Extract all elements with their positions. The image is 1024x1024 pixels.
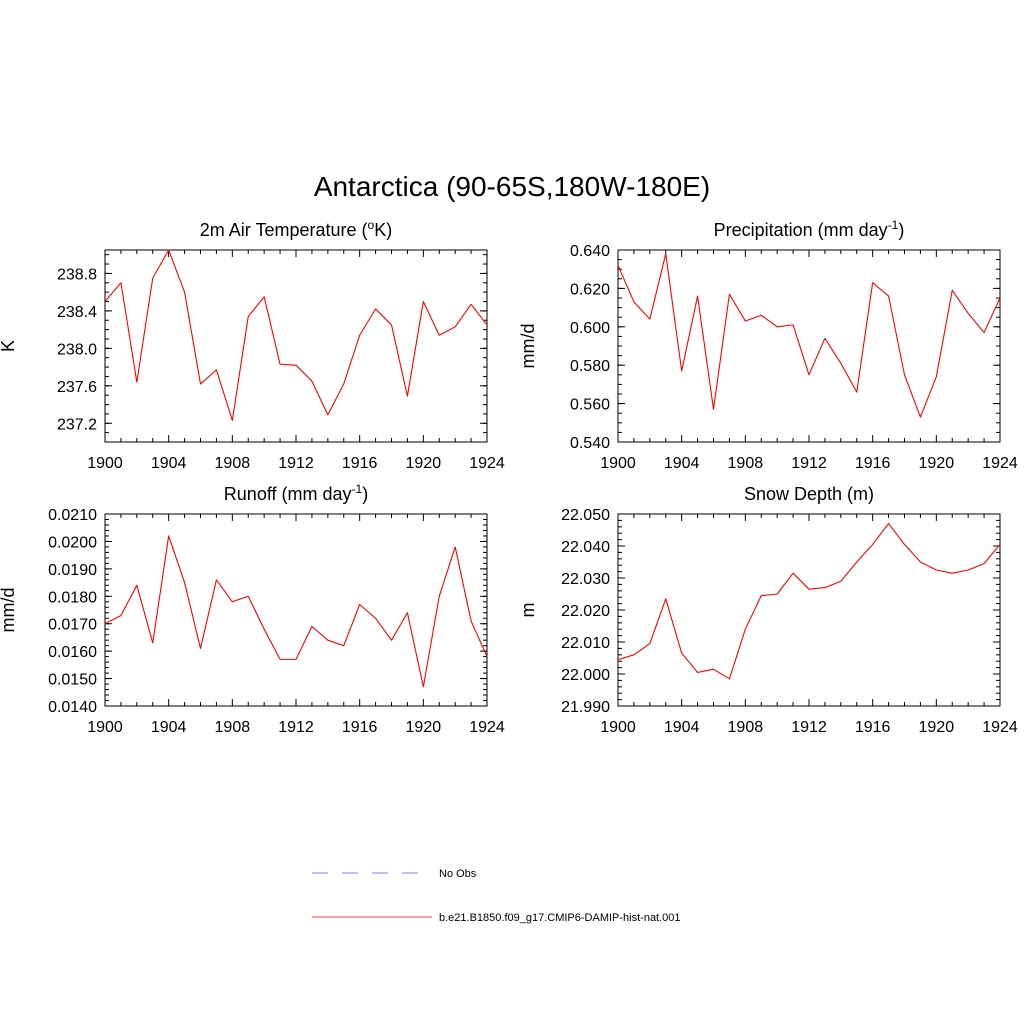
- y-tick-label: 0.0170: [48, 617, 97, 634]
- x-tick-label: 1904: [151, 719, 187, 736]
- panel-title: 2m Air Temperature (oK): [200, 218, 392, 240]
- plot-frame: [617, 249, 1001, 443]
- x-tick-label: 1904: [664, 719, 700, 736]
- y-tick-label: 237.2: [57, 416, 97, 433]
- y-tick-label: 0.620: [570, 281, 610, 298]
- x-tick-label: 1916: [342, 455, 378, 472]
- panel-1: 1900 1904 1908 1912 1916 1920 1924 237.2 237.6 23…: [0, 218, 505, 472]
- x-tick-label: 1912: [278, 455, 314, 472]
- x-tick-label: 1900: [600, 455, 636, 472]
- x-tick-label: 1920: [406, 719, 442, 736]
- legend: No Obs b.e21.B1850.f09_g17.CMIP6-DAMIP-h…: [312, 868, 681, 924]
- y-tick-label: 22.020: [561, 603, 610, 620]
- y-tick-label: 0.600: [570, 320, 610, 337]
- x-tick-label: 1900: [600, 719, 636, 736]
- y-tick-label: 22.050: [561, 507, 610, 524]
- y-tick-label: 0.0160: [48, 644, 97, 661]
- panel-4: 1900 1904 1908 1912 1916 1920 1924 21.990 22.000…: [518, 484, 1018, 736]
- series-line: [104, 535, 488, 688]
- figure-title: Antarctica (90-65S,180W-180E): [314, 171, 710, 202]
- x-tick-label: 1920: [406, 455, 442, 472]
- y-axis-label: mm/d: [0, 588, 18, 633]
- y-tick-label: 238.0: [57, 341, 97, 358]
- x-tick-label: 1924: [982, 455, 1018, 472]
- x-tick-label: 1924: [469, 719, 505, 736]
- x-tick-label: 1920: [919, 455, 955, 472]
- y-tick-label: 22.010: [561, 635, 610, 652]
- y-axis-label: K: [0, 340, 18, 352]
- x-tick-label: 1924: [469, 455, 505, 472]
- x-tick-label: 1924: [982, 719, 1018, 736]
- panel-title: Snow Depth (m): [744, 484, 874, 504]
- y-tick-label: 22.040: [561, 539, 610, 556]
- y-tick-label: 21.990: [561, 699, 610, 716]
- y-tick-label: 0.0210: [48, 507, 97, 524]
- y-tick-label: 238.8: [57, 266, 97, 283]
- panel-title: Runoff (mm day-1): [224, 482, 368, 504]
- x-tick-label: 1912: [278, 719, 314, 736]
- series-line: [617, 523, 1001, 680]
- legend-model-label: b.e21.B1850.f09_g17.CMIP6-DAMIP-hist-nat…: [439, 912, 681, 924]
- x-tick-label: 1916: [855, 719, 891, 736]
- x-tick-label: 1908: [728, 719, 764, 736]
- x-tick-label: 1912: [791, 455, 827, 472]
- x-tick-label: 1912: [791, 719, 827, 736]
- x-tick-label: 1908: [728, 455, 764, 472]
- y-tick-label: 0.540: [570, 435, 610, 452]
- y-tick-label: 238.4: [57, 304, 97, 321]
- panel-2: 1900 1904 1908 1912 1916 1920 1924 0.540 0.560 0.…: [518, 218, 1018, 472]
- x-tick-label: 1908: [215, 455, 251, 472]
- x-tick-label: 1904: [151, 455, 187, 472]
- y-axis-label: mm/d: [518, 324, 538, 369]
- y-tick-label: 0.0190: [48, 562, 97, 579]
- plot-frame: [617, 513, 1001, 707]
- x-tick-label: 1904: [664, 455, 700, 472]
- y-tick-label: 22.030: [561, 571, 610, 588]
- x-tick-label: 1916: [342, 719, 378, 736]
- x-tick-label: 1920: [919, 719, 955, 736]
- y-tick-label: 0.0200: [48, 534, 97, 551]
- y-tick-label: 0.0140: [48, 699, 97, 716]
- y-tick-label: 237.6: [57, 379, 97, 396]
- x-tick-label: 1916: [855, 455, 891, 472]
- panel-title: Precipitation (mm day-1): [714, 218, 905, 240]
- y-tick-label: 0.0150: [48, 672, 97, 689]
- y-tick-label: 0.0180: [48, 589, 97, 606]
- plot-frame: [104, 249, 488, 443]
- legend-no-obs-label: No Obs: [439, 868, 477, 880]
- y-tick-label: 0.640: [570, 243, 610, 260]
- plot-frame: [104, 513, 488, 707]
- y-tick-label: 22.000: [561, 667, 610, 684]
- x-tick-label: 1908: [215, 719, 251, 736]
- y-tick-label: 0.580: [570, 358, 610, 375]
- series-line: [617, 253, 1001, 418]
- panels: 1900 1904 1908 1912 1916 1920 1924 237.2 237.6 23…: [0, 218, 1018, 736]
- x-tick-label: 1900: [87, 455, 123, 472]
- y-tick-label: 0.560: [570, 397, 610, 414]
- series-line: [104, 249, 488, 422]
- x-tick-label: 1900: [87, 719, 123, 736]
- panel-3: 1900 1904 1908 1912 1916 1920 1924 0.0140 0.0150…: [0, 482, 505, 736]
- y-axis-label: m: [518, 603, 538, 618]
